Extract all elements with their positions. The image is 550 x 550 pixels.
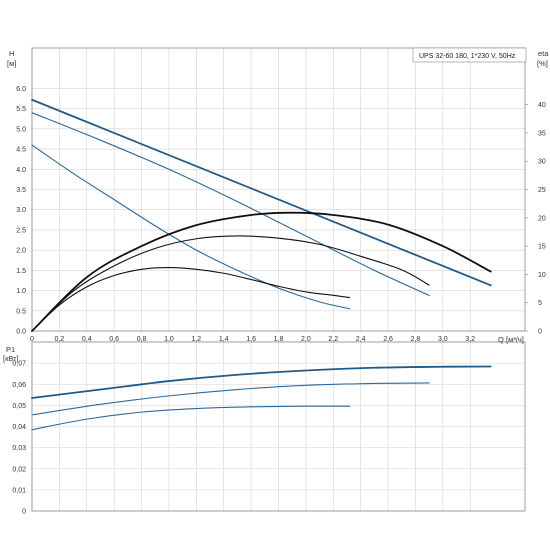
chart-title: UPS 32-60 180, 1*230 V, 50Hz — [419, 53, 516, 60]
h-tick-label: 3.0 — [16, 207, 26, 214]
eta-tick-label: 10 — [538, 272, 546, 279]
x-tick-label: 0,4 — [82, 336, 92, 343]
x-tick-label: 0 — [30, 336, 34, 343]
x-tick-label: 1,0 — [164, 336, 174, 343]
p1-curve-1 — [31, 365, 492, 399]
eta-tick-label: 20 — [538, 215, 546, 222]
h-tick-label: 2.0 — [16, 248, 26, 255]
x-tick-label: 2,0 — [301, 336, 311, 343]
x-tick-label: 0,6 — [109, 336, 119, 343]
eta-tick-label: 30 — [538, 159, 546, 166]
x-axis-label-q: Q — [498, 335, 504, 344]
x-tick-label: 2,4 — [356, 336, 366, 343]
x-tick-label: 1,6 — [246, 336, 256, 343]
title-box — [412, 47, 527, 63]
eta-tick-label: 40 — [538, 102, 546, 109]
eta-tick-label: 25 — [538, 187, 546, 194]
h-tick-label: 5.5 — [16, 106, 26, 113]
h-tick-label: 1.5 — [16, 268, 26, 275]
h-tick-label: 6.0 — [16, 86, 26, 93]
y2-axis-label-eta: eta — [538, 49, 549, 58]
x-tick-label: 1,4 — [219, 336, 229, 343]
p1-tick-label: 0,02 — [12, 466, 26, 473]
y-axis-label-h: H — [9, 49, 14, 58]
top-panel-series — [31, 98, 492, 332]
eta-tick-label: 35 — [538, 130, 546, 137]
p1-tick-label: 0,01 — [12, 487, 26, 494]
h-tick-label: 0.0 — [16, 329, 26, 336]
x-tick-label: 2,8 — [411, 336, 421, 343]
h-tick-label: 4.5 — [16, 147, 26, 154]
h-curve-3 — [31, 144, 351, 310]
y-axis-label-p1: P1 — [6, 345, 15, 354]
x-tick-label: 1,2 — [191, 336, 201, 343]
x-tick-label: 2,6 — [383, 336, 393, 343]
eta-curve-2 — [31, 235, 430, 332]
bottom-panel-series — [31, 365, 492, 431]
bottom-panel-ticks: 0 0,01 0,02 0,03 0,04 0,05 0,06 0,07 — [12, 361, 26, 516]
top-panel-ticks: 0 0,2 0,4 0,6 0,8 1,0 1,2 1,4 1,6 1,8 2,0 2,2 2,4 2,6… — [16, 86, 546, 343]
h-tick-label: 4.0 — [16, 167, 26, 174]
p1-tick-label: 0,04 — [12, 424, 26, 431]
h-tick-label: 3.5 — [16, 187, 26, 194]
h-tick-label: 5.0 — [16, 126, 26, 133]
h-tick-label: 1.0 — [16, 288, 26, 295]
p1-tick-label: 0,07 — [12, 361, 26, 368]
x-axis-unit-q: [м³/ч] — [506, 335, 524, 344]
x-tick-label: 1,8 — [274, 336, 284, 343]
eta-curve-3 — [31, 267, 351, 332]
p1-curve-2 — [31, 382, 430, 416]
p1-curve-3 — [31, 405, 351, 431]
p1-tick-label: 0,06 — [12, 382, 26, 389]
eta-tick-label: 5 — [538, 300, 542, 307]
p1-tick-label: 0 — [22, 509, 26, 516]
p1-tick-label: 0,05 — [12, 403, 26, 410]
eta-curve-1 — [31, 211, 492, 332]
y2-axis-unit-eta: [%] — [537, 59, 548, 68]
x-tick-label: 2,2 — [328, 336, 338, 343]
y-axis-unit-h: [м] — [7, 59, 16, 68]
eta-tick-label: 15 — [538, 244, 546, 251]
h-tick-label: 0.5 — [16, 308, 26, 315]
x-tick-label: 0,2 — [55, 336, 65, 343]
x-tick-label: 0,8 — [137, 336, 147, 343]
h-tick-label: 2.5 — [16, 227, 26, 234]
p1-tick-label: 0,03 — [12, 445, 26, 452]
y-axis-unit-p1: [кВт] — [3, 354, 19, 363]
eta-tick-label: 0 — [538, 329, 542, 336]
h-curve-2 — [31, 112, 430, 296]
bottom-panel-frame — [31, 341, 526, 512]
x-tick-label: 3,0 — [438, 336, 448, 343]
h-curve-1 — [31, 98, 492, 287]
x-tick-label: 3,2 — [465, 336, 475, 343]
